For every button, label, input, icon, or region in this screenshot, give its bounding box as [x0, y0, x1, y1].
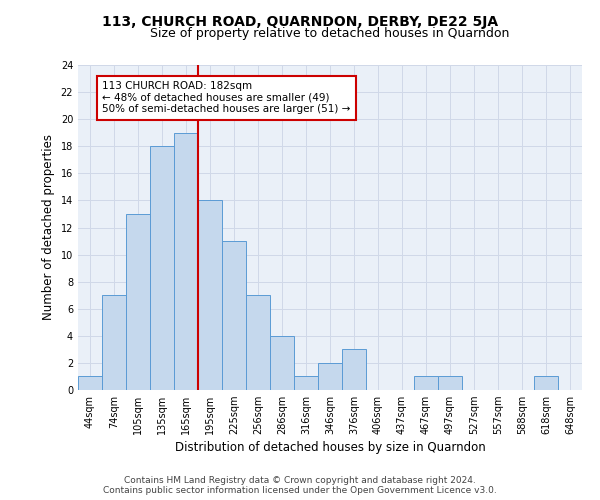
- Bar: [246, 295, 270, 390]
- Bar: [126, 214, 150, 390]
- Bar: [222, 241, 246, 390]
- Bar: [342, 350, 366, 390]
- Bar: [318, 363, 342, 390]
- Bar: [102, 295, 126, 390]
- Text: Contains HM Land Registry data © Crown copyright and database right 2024.
Contai: Contains HM Land Registry data © Crown c…: [103, 476, 497, 495]
- Bar: [438, 376, 462, 390]
- Bar: [174, 132, 198, 390]
- Bar: [534, 376, 558, 390]
- Bar: [198, 200, 222, 390]
- Bar: [78, 376, 102, 390]
- Text: 113, CHURCH ROAD, QUARNDON, DERBY, DE22 5JA: 113, CHURCH ROAD, QUARNDON, DERBY, DE22 …: [102, 15, 498, 29]
- Bar: [150, 146, 174, 390]
- X-axis label: Distribution of detached houses by size in Quarndon: Distribution of detached houses by size …: [175, 442, 485, 454]
- Bar: [414, 376, 438, 390]
- Text: 113 CHURCH ROAD: 182sqm
← 48% of detached houses are smaller (49)
50% of semi-de: 113 CHURCH ROAD: 182sqm ← 48% of detache…: [102, 81, 350, 114]
- Bar: [294, 376, 318, 390]
- Bar: [270, 336, 294, 390]
- Title: Size of property relative to detached houses in Quarndon: Size of property relative to detached ho…: [151, 27, 509, 40]
- Y-axis label: Number of detached properties: Number of detached properties: [42, 134, 55, 320]
